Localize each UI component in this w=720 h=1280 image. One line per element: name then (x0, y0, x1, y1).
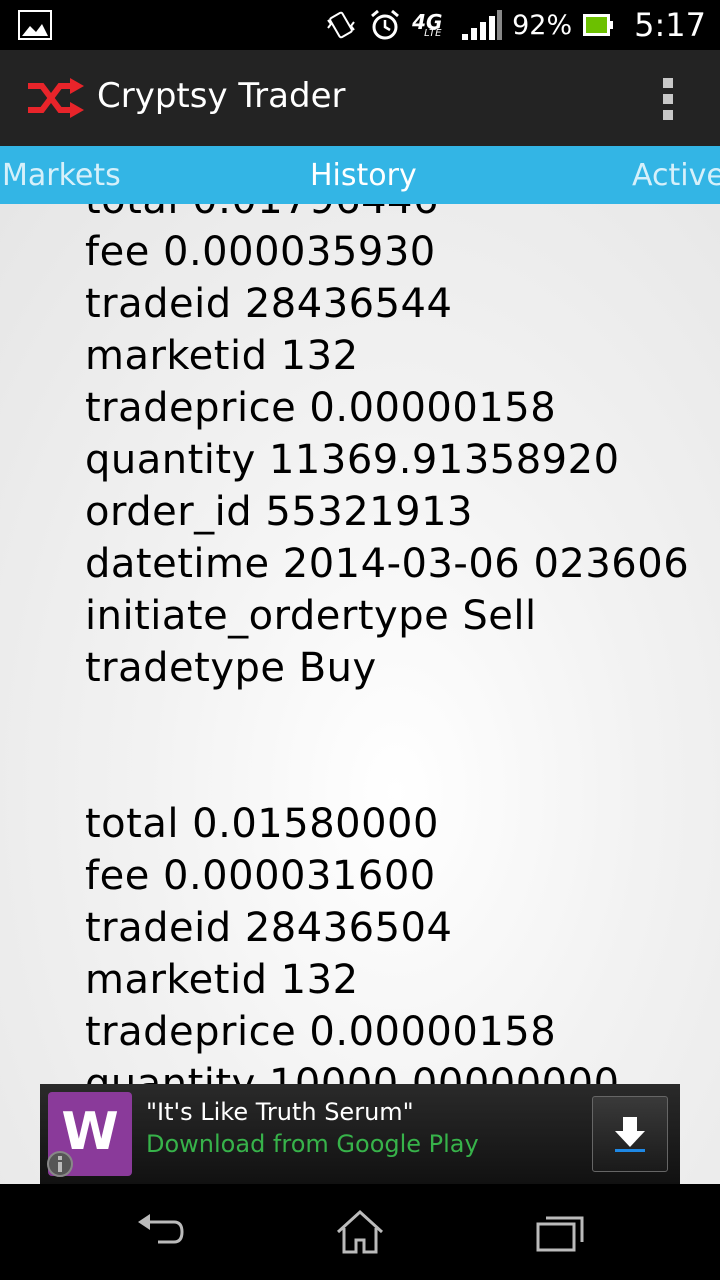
clock: 5:17 (634, 6, 706, 44)
ad-download-button[interactable] (592, 1096, 668, 1172)
trade-list: total 0.01796446 fee 0.000035930 tradeid… (85, 204, 689, 1184)
ad-subtitle: Download from Google Play (146, 1130, 479, 1158)
trade-field: tradeid 28436504 (85, 905, 453, 951)
trade-field: fee 0.000035930 (85, 229, 436, 275)
trade-field: tradeprice 0.00000158 (85, 1009, 557, 1055)
tab-strip: Markets History Active (0, 146, 720, 204)
vibrate-icon (327, 11, 355, 39)
ad-banner[interactable]: W "It's Like Truth Serum" Download from … (40, 1084, 680, 1184)
home-icon[interactable] (330, 1206, 390, 1258)
status-bar: 4G LTE 92% 5:17 (0, 0, 720, 50)
network-label: 4G (412, 10, 443, 34)
trade-field: order_id 55321913 (85, 489, 473, 535)
trade-field: marketid 132 (85, 957, 359, 1003)
trade-entry: total 0.01580000 fee 0.000031600 tradeid… (85, 798, 689, 1110)
app-title: Cryptsy Trader (97, 76, 346, 116)
trade-history-list[interactable]: total 0.01796446 fee 0.000035930 tradeid… (0, 204, 720, 1184)
trade-field: tradeprice 0.00000158 (85, 385, 557, 431)
trade-field: marketid 132 (85, 333, 359, 379)
battery-icon (583, 14, 614, 36)
trade-field: datetime 2014-03-06 023606 (85, 541, 690, 587)
shuffle-arrows-icon (28, 78, 84, 118)
ad-icon-letter: W (61, 1102, 119, 1162)
tab-active[interactable]: Active (632, 158, 720, 193)
trade-field: tradeid 28436544 (85, 281, 453, 327)
overflow-menu-icon[interactable] (660, 78, 676, 122)
trade-field: tradetype Buy (85, 645, 377, 691)
trade-field: total 0.01580000 (85, 801, 439, 847)
info-icon[interactable] (46, 1150, 74, 1178)
trade-entry: total 0.01796446 fee 0.000035930 tradeid… (85, 204, 689, 694)
trade-field: quantity 11369.91358920 (85, 437, 620, 483)
trade-field: initiate_ordertype Sell (85, 593, 537, 639)
signal-icon (462, 10, 503, 40)
ad-title: "It's Like Truth Serum" (146, 1098, 414, 1126)
gallery-icon (18, 10, 52, 40)
back-icon[interactable] (130, 1206, 190, 1258)
network-sublabel: LTE (424, 28, 442, 39)
trade-field: total 0.01796446 (85, 204, 689, 226)
navigation-bar (0, 1184, 720, 1280)
recent-apps-icon[interactable] (530, 1206, 590, 1258)
download-arrow-icon (615, 1117, 645, 1152)
4g-lte-icon: 4G LTE (412, 8, 452, 42)
action-bar: Cryptsy Trader (0, 50, 720, 146)
tab-history[interactable]: History (310, 158, 417, 193)
alarm-icon (371, 9, 400, 40)
trade-field: fee 0.000031600 (85, 853, 436, 899)
battery-percent: 92% (512, 9, 573, 41)
tab-markets[interactable]: Markets (2, 158, 121, 193)
